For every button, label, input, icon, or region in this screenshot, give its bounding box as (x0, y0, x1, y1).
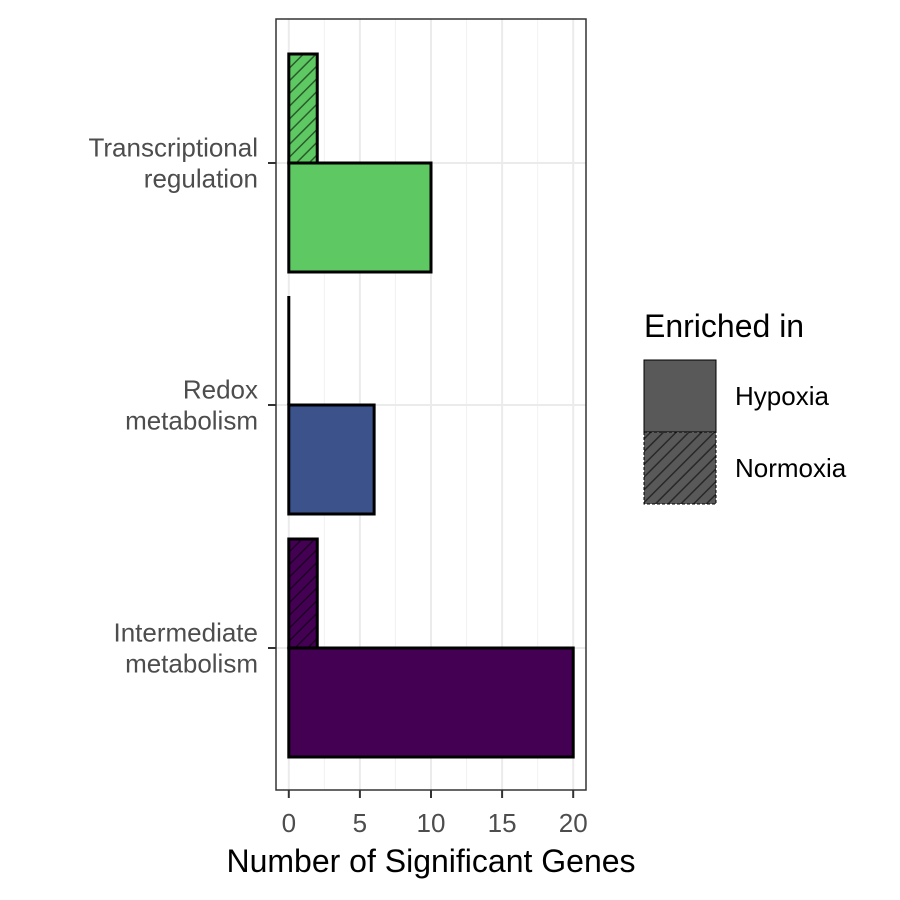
bar-fill (288, 648, 574, 757)
legend-label: Normoxia (735, 453, 847, 483)
legend-item-normoxia: Normoxia (643, 431, 847, 505)
x-tick-label: 5 (353, 808, 367, 838)
bar-hatch (288, 54, 318, 163)
bar-outline (287, 52, 319, 165)
bar-outline (287, 537, 319, 650)
bar-hatch (288, 539, 318, 648)
bar-fill (288, 163, 431, 272)
bars (287, 52, 575, 759)
y-axis: Transcriptional regulation Redox metabolism… (88, 133, 276, 679)
legend-swatch-hatch (644, 432, 716, 504)
x-tick-label: 10 (417, 808, 446, 838)
x-axis: 0 5 10 15 20 (282, 790, 588, 838)
x-tick-label: 20 (559, 808, 588, 838)
bar-fill (288, 405, 375, 514)
bar-outline (287, 646, 575, 759)
y-tick-label: Redox metabolism (125, 375, 258, 436)
bar-normoxia (287, 52, 319, 165)
bar-hypoxia (287, 646, 575, 759)
legend: Enriched in Hypoxia Normoxia (643, 308, 847, 505)
bar-normoxia (287, 537, 319, 650)
legend-label: Hypoxia (735, 381, 829, 411)
bar-hypoxia (287, 161, 433, 274)
legend-item-hypoxia: Hypoxia (643, 359, 829, 433)
bar-outline (287, 161, 433, 274)
y-tick-label: Transcriptional regulation (88, 133, 258, 194)
x-tick-label: 0 (282, 808, 296, 838)
legend-swatch-outline (643, 431, 717, 505)
bar-outline (287, 403, 376, 516)
legend-swatch (644, 360, 716, 432)
legend-title: Enriched in (644, 308, 804, 344)
x-axis-title: Number of Significant Genes (226, 843, 635, 879)
y-tick-label: Intermediate metabolism (113, 618, 258, 679)
x-tick-label: 15 (488, 808, 517, 838)
bar-hypoxia (287, 403, 376, 516)
